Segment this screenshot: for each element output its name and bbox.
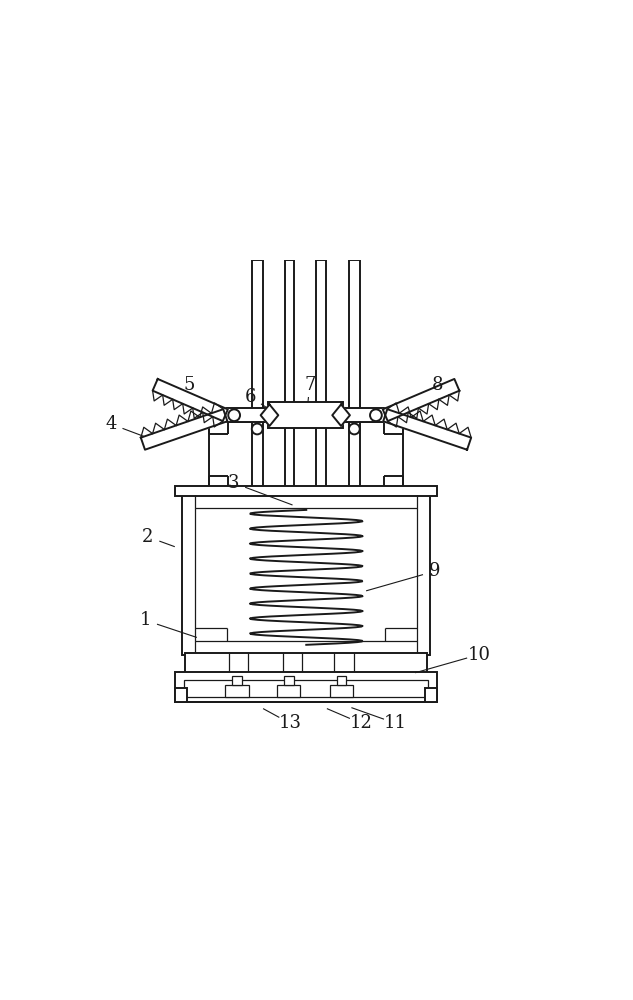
Text: 8: 8	[432, 376, 443, 394]
Text: 9: 9	[429, 562, 441, 580]
Bar	[196, 508, 417, 641]
Text: 6: 6	[245, 388, 256, 406]
Bar	[337, 676, 346, 685]
Polygon shape	[153, 379, 228, 421]
Text: 7: 7	[304, 376, 315, 394]
Text: 12: 12	[350, 714, 373, 732]
Bar	[268, 402, 342, 428]
Text: 2: 2	[142, 528, 153, 546]
Bar	[349, 260, 360, 488]
Bar	[277, 685, 301, 697]
Bar	[209, 422, 403, 488]
Bar	[225, 685, 249, 697]
Circle shape	[349, 424, 360, 434]
Bar	[284, 676, 294, 685]
Bar	[232, 676, 242, 685]
Text: 3: 3	[228, 474, 239, 492]
Polygon shape	[141, 409, 227, 450]
Text: 5: 5	[184, 376, 195, 394]
Text: 13: 13	[279, 714, 301, 732]
Text: 1: 1	[140, 611, 151, 629]
Text: 10: 10	[467, 646, 491, 664]
Text: 11: 11	[384, 714, 407, 732]
Polygon shape	[332, 404, 350, 426]
Bar	[285, 260, 294, 488]
Bar	[175, 688, 187, 702]
Circle shape	[370, 409, 382, 421]
Circle shape	[229, 409, 240, 421]
Polygon shape	[261, 404, 279, 426]
Bar	[184, 680, 429, 697]
Text: 4: 4	[105, 415, 116, 433]
Bar	[330, 685, 353, 697]
Bar	[214, 408, 273, 422]
Polygon shape	[383, 409, 471, 450]
Bar	[252, 260, 263, 488]
Bar	[182, 495, 430, 655]
Polygon shape	[383, 379, 460, 421]
Bar	[337, 408, 396, 422]
Bar	[175, 486, 437, 496]
Bar	[185, 653, 427, 673]
Bar	[425, 688, 437, 702]
Circle shape	[252, 424, 263, 434]
Bar	[316, 260, 326, 488]
Bar	[175, 672, 437, 702]
